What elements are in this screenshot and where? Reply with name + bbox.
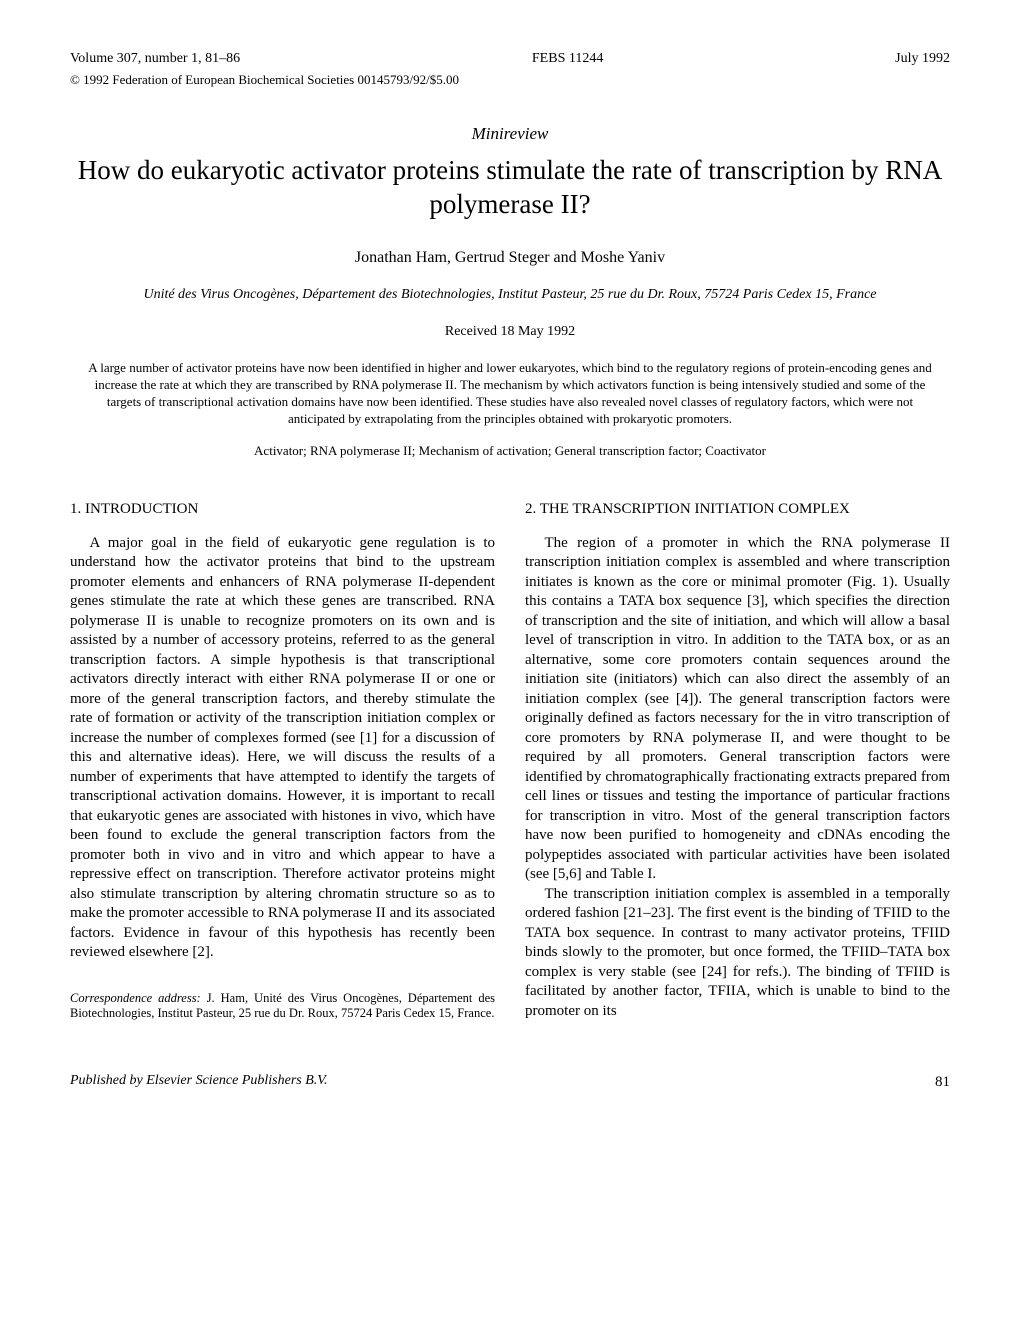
left-column: 1. INTRODUCTION A major goal in the fiel… xyxy=(70,499,495,1022)
intro-paragraph: A major goal in the field of eukaryotic … xyxy=(70,534,495,963)
right-column: 2. THE TRANSCRIPTION INITIATION COMPLEX … xyxy=(525,499,950,1022)
page-footer: Published by Elsevier Science Publishers… xyxy=(70,1072,950,1092)
complex-heading: 2. THE TRANSCRIPTION INITIATION COMPLEX xyxy=(525,499,950,519)
copyright-line: © 1992 Federation of European Biochemica… xyxy=(70,71,950,89)
intro-heading: 1. INTRODUCTION xyxy=(70,499,495,519)
issue-date: July 1992 xyxy=(895,50,950,69)
body-columns: 1. INTRODUCTION A major goal in the fiel… xyxy=(70,499,950,1022)
correspondence-label: Correspondence address: xyxy=(70,991,201,1005)
complex-paragraph-2: The transcription initiation complex is … xyxy=(525,885,950,1022)
received-date: Received 18 May 1992 xyxy=(70,323,950,342)
authors: Jonathan Ham, Gertrud Steger and Moshe Y… xyxy=(70,247,950,269)
article-type: Minireview xyxy=(70,123,950,146)
volume-info: Volume 307, number 1, 81–86 xyxy=(70,50,240,69)
affiliation: Unité des Virus Oncogènes, Département d… xyxy=(70,286,950,305)
keywords: Activator; RNA polymerase II; Mechanism … xyxy=(70,442,950,460)
correspondence: Correspondence address: J. Ham, Unité de… xyxy=(70,991,495,1022)
header-row: Volume 307, number 1, 81–86 FEBS 11244 J… xyxy=(70,50,950,69)
complex-paragraph-1: The region of a promoter in which the RN… xyxy=(525,534,950,885)
publisher-line: Published by Elsevier Science Publishers… xyxy=(70,1072,328,1092)
journal-id: FEBS 11244 xyxy=(532,50,603,69)
abstract: A large number of activator proteins hav… xyxy=(80,360,940,428)
article-title: How do eukaryotic activator proteins sti… xyxy=(70,154,950,222)
page-number: 81 xyxy=(935,1072,950,1092)
